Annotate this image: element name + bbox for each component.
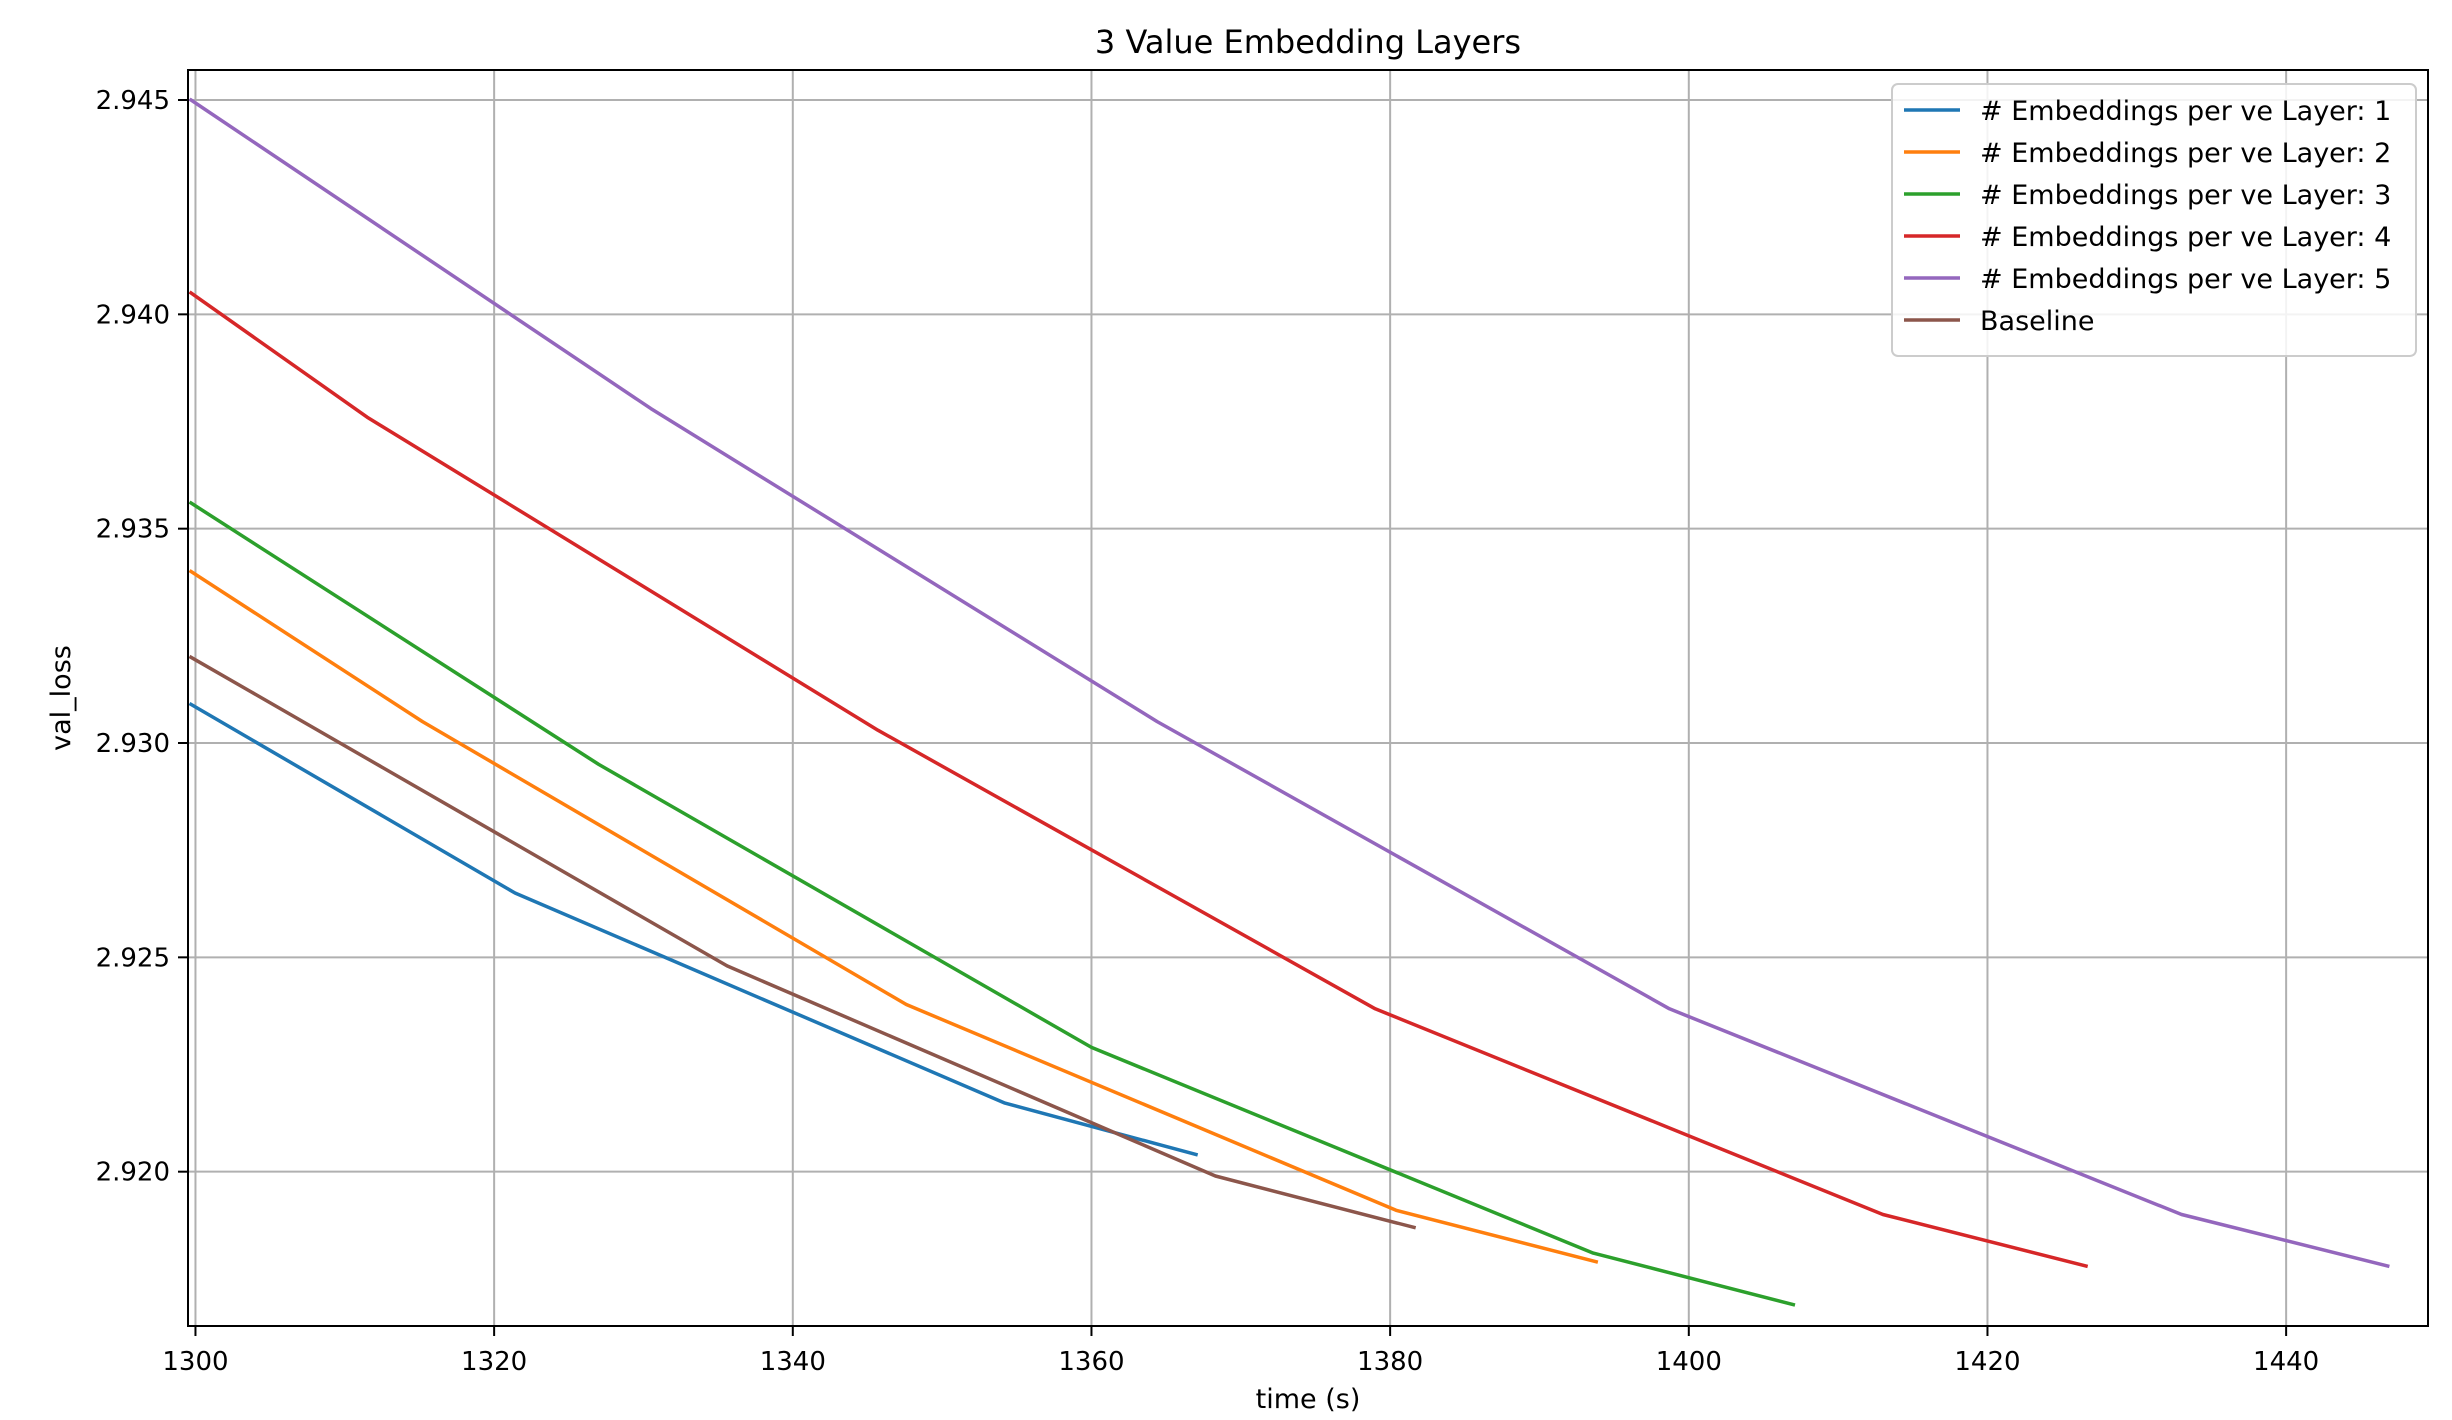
x-axis-label: time (s)	[1256, 1384, 1361, 1415]
x-tick-label: 1440	[2253, 1347, 2319, 1377]
x-tick-label: 1320	[461, 1347, 527, 1377]
x-tick-label: 1380	[1357, 1347, 1423, 1377]
x-tick-label: 1300	[162, 1347, 228, 1377]
legend-entry-label: # Embeddings per ve Layer: 1	[1980, 96, 2391, 127]
y-tick-label: 2.935	[96, 515, 170, 545]
x-tick-label: 1420	[1954, 1347, 2020, 1377]
legend-entry-label: # Embeddings per ve Layer: 3	[1980, 180, 2391, 211]
y-tick-label: 2.945	[96, 86, 170, 116]
series-lines	[188, 97, 2390, 1307]
y-axis-label: val_loss	[46, 645, 77, 751]
chart-title: 3 Value Embedding Layers	[1095, 23, 1521, 61]
series-line-2	[188, 569, 1599, 1264]
legend-box	[1891, 83, 2417, 357]
y-tick-label: 2.925	[96, 943, 170, 973]
series-line-4	[188, 290, 2089, 1269]
legend-entry-label: # Embeddings per ve Layer: 5	[1980, 264, 2391, 295]
legend: # Embeddings per ve Layer: 1 # Embeddings…	[1891, 83, 2417, 357]
legend-entry-label: # Embeddings per ve Layer: 2	[1980, 138, 2391, 169]
x-tick-label: 1400	[1656, 1347, 1722, 1377]
series-line-5	[188, 97, 2390, 1269]
legend-entry-label: Baseline	[1980, 306, 2094, 337]
x-tick-label: 1340	[760, 1347, 826, 1377]
series-line-6	[188, 654, 1417, 1230]
plot-frame	[187, 69, 2429, 1327]
y-tick-label: 2.920	[96, 1158, 170, 1188]
series-line-1	[188, 702, 1199, 1157]
axis-ticks: 1300 1320 1340 1360 1380 1400 1420 1440 2.920 2.9…	[96, 86, 2320, 1377]
legend-entry-label: # Embeddings per ve Layer: 4	[1980, 222, 2391, 253]
y-tick-label: 2.930	[96, 729, 170, 759]
series-line-3	[188, 500, 1796, 1307]
x-tick-label: 1360	[1058, 1347, 1124, 1377]
y-tick-label: 2.940	[96, 300, 170, 330]
